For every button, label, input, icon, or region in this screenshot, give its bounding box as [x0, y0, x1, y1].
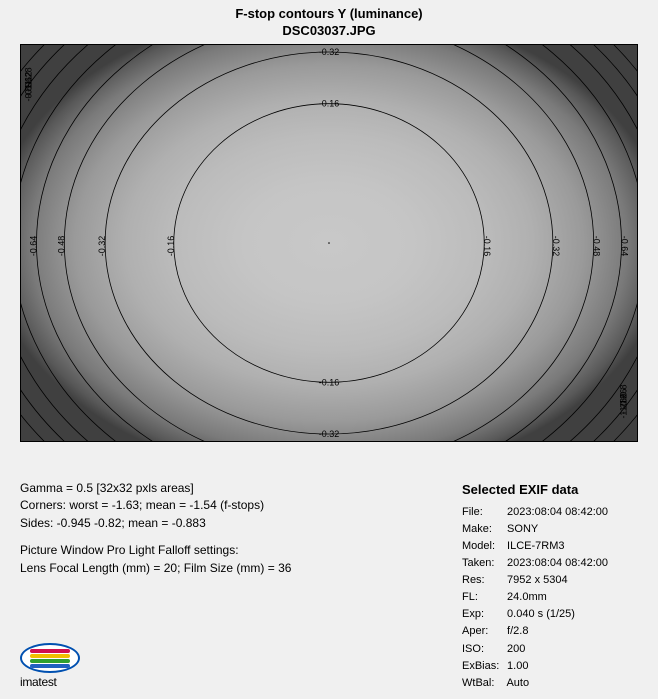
corners-line: Corners: worst = -1.63; mean = -1.54 (f-…: [20, 497, 440, 514]
exif-value: 2023:08:04 08:42:00: [504, 506, 608, 518]
pw-heading: Picture Window Pro Light Falloff setting…: [20, 542, 440, 559]
exif-label: WtBal:: [462, 675, 504, 692]
exif-row: ISO: 200: [462, 641, 608, 658]
gamma-line: Gamma = 0.5 [32x32 pxls areas]: [20, 480, 440, 497]
exif-row: Taken: 2023:08:04 08:42:00: [462, 555, 608, 572]
exif-value: f/2.8: [504, 625, 528, 637]
exif-label: File:: [462, 504, 504, 521]
logo-band: [30, 659, 70, 663]
contour-label: -1.28: [24, 67, 34, 87]
pw-line: Lens Focal Length (mm) = 20; Film Size (…: [20, 560, 440, 577]
contour-label: -0.16: [319, 99, 339, 109]
exif-value: 200: [504, 643, 525, 655]
center-dot: [328, 242, 330, 244]
contour-label: -0.16: [319, 377, 339, 387]
exif-row: FL: 24.0mm: [462, 589, 608, 606]
logo-band: [30, 649, 70, 653]
title-line-2: DSC03037.JPG: [0, 23, 658, 40]
logo-band: [30, 664, 70, 668]
exif-rows: File: 2023:08:04 08:42:00Make: SONYModel…: [462, 504, 608, 692]
contour-label: -0.16: [482, 236, 492, 256]
exif-label: Model:: [462, 538, 504, 555]
exif-row: Exp: 0.040 s (1/25): [462, 606, 608, 623]
imatest-logo: imatest: [20, 643, 90, 689]
exif-value: Auto: [504, 677, 529, 689]
exif-row: File: 2023:08:04 08:42:00: [462, 504, 608, 521]
contour-label: -0.48: [56, 236, 66, 256]
exif-row: Res: 7952 x 5304: [462, 572, 608, 589]
contour-label: -1.28: [618, 398, 628, 418]
contour-svg: -0.16 -0.16 -0.16 -0.16 -0.32 -0.32 -0.32 -0.32…: [21, 45, 637, 441]
exif-label: Res:: [462, 572, 504, 589]
exif-value: 7952 x 5304: [504, 574, 568, 586]
exif-row: ExBias: 1.00: [462, 658, 608, 675]
exif-label: FL:: [462, 589, 504, 606]
exif-row: Model: ILCE-7RM3: [462, 538, 608, 555]
contour-label: -0.32: [319, 47, 339, 57]
exif-value: 2023:08:04 08:42:00: [504, 557, 608, 569]
contour-label: -0.64: [28, 236, 38, 256]
title-line-1: F-stop contours Y (luminance): [0, 6, 658, 23]
contour-label: -0.16: [166, 236, 176, 256]
contour-label: -0.48: [592, 236, 602, 256]
logo-band: [30, 654, 70, 658]
exif-row: Make: SONY: [462, 521, 608, 538]
exif-value: ILCE-7RM3: [504, 540, 565, 552]
logo-text: imatest: [20, 675, 90, 689]
contour-chart: -0.16 -0.16 -0.16 -0.16 -0.32 -0.32 -0.32 -0.32…: [20, 44, 638, 442]
sides-line: Sides: -0.945 -0.82; mean = -0.883: [20, 515, 440, 532]
exif-row: WtBal: Auto: [462, 675, 608, 692]
exif-value: 0.040 s (1/25): [504, 608, 575, 620]
exif-block: Selected EXIF data File: 2023:08:04 08:4…: [462, 480, 608, 692]
exif-label: Make:: [462, 521, 504, 538]
logo-icon: [20, 643, 80, 673]
exif-label: Taken:: [462, 555, 504, 572]
exif-header: Selected EXIF data: [462, 480, 608, 500]
exif-label: ExBias:: [462, 658, 504, 675]
chart-title: F-stop contours Y (luminance) DSC03037.J…: [0, 0, 658, 40]
exif-label: Exp:: [462, 606, 504, 623]
contour-label: -0.64: [620, 236, 630, 256]
exif-value: 24.0mm: [504, 591, 547, 603]
exif-row: Aper: f/2.8: [462, 623, 608, 640]
contour-label: -0.32: [319, 429, 339, 439]
stats-block: Gamma = 0.5 [32x32 pxls areas] Corners: …: [20, 480, 440, 577]
contour-label: -0.32: [97, 236, 107, 256]
exif-value: SONY: [504, 523, 538, 535]
exif-label: Aper:: [462, 623, 504, 640]
exif-label: ISO:: [462, 641, 504, 658]
exif-value: 1.00: [504, 660, 528, 672]
contour-label: -0.32: [551, 236, 561, 256]
